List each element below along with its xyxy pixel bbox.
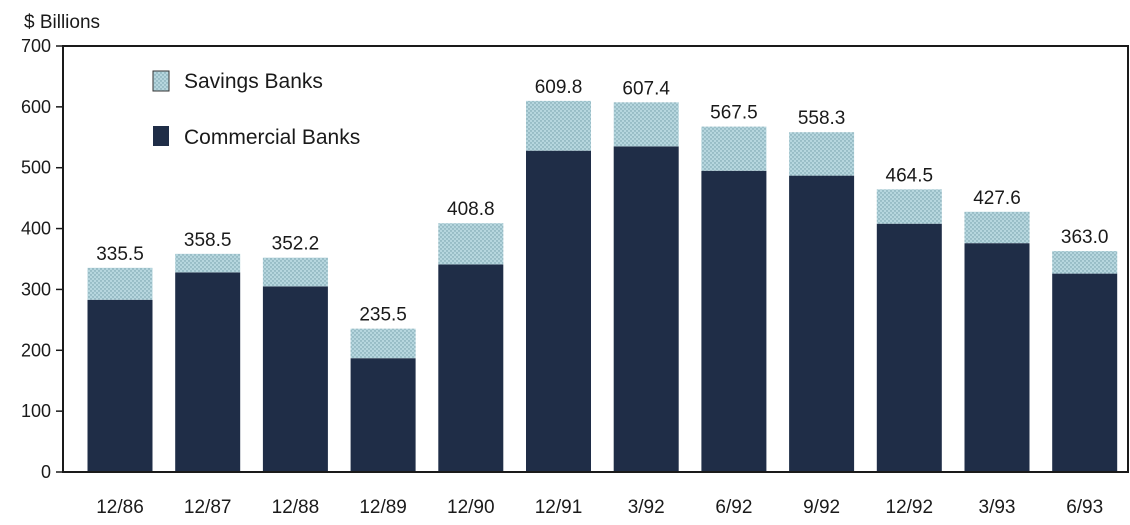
bar-savings-banks [613, 102, 679, 147]
bar-total-label: 464.5 [886, 165, 934, 186]
bar-savings-banks [789, 132, 855, 176]
x-category-label: 12/87 [184, 497, 232, 518]
bar-total-label: 363.0 [1061, 227, 1109, 248]
x-category-label: 6/93 [1066, 497, 1103, 518]
x-category-label: 9/92 [803, 497, 840, 518]
bar-total-label: 607.4 [622, 78, 670, 99]
bar-commercial-banks [87, 299, 153, 472]
bar-total-label: 408.8 [447, 199, 495, 220]
bar-savings-banks [701, 126, 767, 171]
legend-label-commercial-banks: Commercial Banks [184, 126, 360, 149]
bar-commercial-banks [789, 175, 855, 472]
y-tick-label: 400 [21, 219, 51, 239]
x-category-label: 12/90 [447, 497, 495, 518]
y-axis-unit-label: $ Billions [24, 12, 100, 33]
bar-commercial-banks [350, 358, 416, 472]
y-axis: 0 100 200 300 400 500 600 700 [21, 36, 63, 482]
bar-savings-banks [262, 257, 328, 287]
legend-swatch-savings-banks [152, 70, 170, 92]
legend-swatch-commercial-banks [153, 126, 169, 146]
bar-total-label: 609.8 [535, 77, 583, 98]
bar-total-label: 235.5 [359, 305, 407, 326]
x-category-label: 12/92 [886, 497, 934, 518]
bar-total-label: 358.5 [184, 230, 232, 251]
bar-total-label: 567.5 [710, 103, 758, 124]
bar-commercial-banks [876, 223, 942, 472]
bar-savings-banks [964, 211, 1030, 244]
legend: Savings Banks Commercial Banks [152, 70, 360, 149]
bar-savings-banks [876, 189, 942, 224]
bar-commercial-banks [262, 286, 328, 472]
bar-commercial-banks [526, 150, 591, 472]
y-tick-label: 200 [21, 340, 51, 360]
bar-total-label: 335.5 [96, 244, 144, 265]
x-category-label: 12/91 [535, 497, 583, 518]
plot-frame [62, 45, 1129, 473]
bar-commercial-banks [701, 170, 767, 472]
bar-commercial-banks [613, 146, 679, 472]
bar-savings-banks [526, 100, 591, 151]
x-category-label: 6/92 [715, 497, 752, 518]
x-category-label: 12/89 [359, 497, 407, 518]
bar-savings-banks [175, 253, 241, 273]
legend-label-savings-banks: Savings Banks [184, 70, 323, 93]
bar-commercial-banks [1052, 273, 1118, 472]
bar-commercial-banks [175, 272, 241, 472]
bar-savings-banks [87, 267, 153, 300]
bar-savings-banks [350, 328, 416, 359]
bar-savings-banks [1052, 251, 1118, 274]
bar-total-label: 352.2 [272, 234, 320, 255]
bar-total-label: 558.3 [798, 108, 846, 129]
y-tick-label: 300 [21, 279, 51, 299]
bar-savings-banks [438, 223, 504, 265]
x-category-label: 12/86 [96, 497, 144, 518]
bars-group: 335.5 358.5 352.2 235.5 408.8 609.8 607.4 567.5… [87, 77, 1118, 472]
x-axis: 12/86 12/87 12/88 12/89 12/90 12/91 3/92 6/92 9/… [96, 497, 1103, 518]
y-tick-label: 0 [41, 462, 51, 482]
bar-commercial-banks [438, 264, 504, 472]
y-tick-label: 500 [21, 158, 51, 178]
y-tick-label: 100 [21, 401, 51, 421]
y-tick-label: 600 [21, 97, 51, 117]
x-category-label: 3/93 [979, 497, 1016, 518]
bar-total-label: 427.6 [973, 188, 1021, 209]
y-tick-label: 700 [21, 36, 51, 56]
bar-commercial-banks [964, 243, 1030, 472]
x-category-label: 3/92 [628, 497, 665, 518]
x-category-label: 12/88 [272, 497, 320, 518]
